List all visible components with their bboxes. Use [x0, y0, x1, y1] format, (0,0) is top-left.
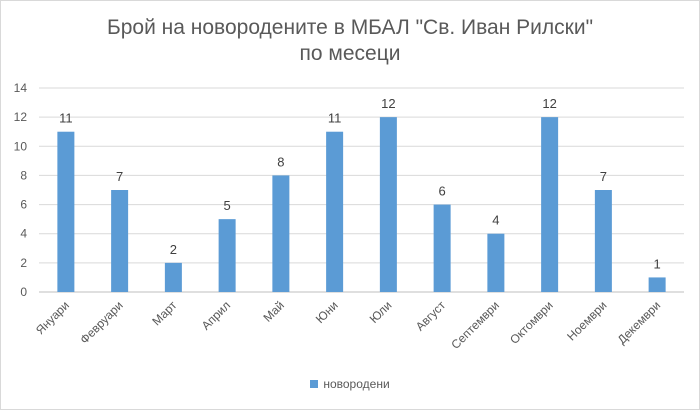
data-label-2: 7	[116, 169, 123, 184]
data-label-5: 8	[277, 154, 284, 169]
x-tick-label-9: Септември	[448, 298, 502, 352]
y-tick-label-10: 10	[14, 139, 28, 153]
bar-7	[379, 117, 397, 293]
bar-1	[57, 131, 75, 292]
legend-label: новородени	[323, 377, 390, 391]
data-label-3: 2	[170, 242, 177, 257]
bar-8	[433, 204, 451, 292]
bar-10	[541, 117, 559, 293]
bar-4	[218, 219, 236, 292]
y-tick-label-6: 6	[20, 198, 27, 212]
y-tick-label-0: 0	[20, 285, 27, 299]
x-tick-label-6: Юни	[313, 298, 341, 326]
bar-12	[648, 277, 666, 292]
data-label-4: 5	[224, 198, 231, 213]
bar-3	[164, 262, 182, 292]
chart-title: Брой на новородените в МБАЛ "Св. Иван Ри…	[1, 15, 699, 67]
data-label-6: 11	[328, 111, 342, 126]
data-label-10: 12	[542, 96, 556, 111]
legend: новородени	[1, 377, 699, 391]
bar-11	[594, 190, 612, 292]
x-tick-label-1: Януари	[33, 298, 72, 337]
chart-title-line-1: Брой на новородените в МБАЛ "Св. Иван Ри…	[106, 16, 594, 39]
y-tick-label-2: 2	[20, 256, 27, 270]
bar-5	[272, 175, 290, 292]
bar-6	[326, 131, 344, 292]
data-label-1: 11	[59, 111, 73, 126]
x-tick-label-3: Март	[149, 298, 180, 329]
bar-9	[487, 233, 505, 292]
data-label-11: 7	[600, 169, 607, 184]
data-label-9: 4	[492, 213, 499, 228]
x-tick-label-8: Август	[413, 298, 449, 334]
data-label-8: 6	[439, 184, 446, 199]
x-tick-label-11: Ноември	[564, 298, 609, 343]
x-tick-label-2: Февруари	[77, 298, 126, 347]
x-tick-label-7: Юли	[367, 298, 395, 326]
bar-2	[111, 190, 129, 292]
x-tick-label-4: Април	[199, 298, 234, 333]
legend-swatch	[310, 380, 319, 388]
data-label-12: 1	[654, 256, 661, 271]
x-tick-label-12: Декември	[615, 298, 664, 347]
data-label-7: 12	[381, 96, 395, 111]
y-tick-label-8: 8	[20, 168, 27, 182]
y-tick-label-14: 14	[14, 81, 28, 95]
y-tick-label-12: 12	[14, 110, 28, 124]
x-tick-label-5: Май	[260, 298, 287, 325]
y-tick-label-4: 4	[20, 227, 27, 241]
chart-title-line-2: по месеци	[299, 42, 401, 65]
x-tick-label-10: Октомври	[507, 298, 556, 347]
